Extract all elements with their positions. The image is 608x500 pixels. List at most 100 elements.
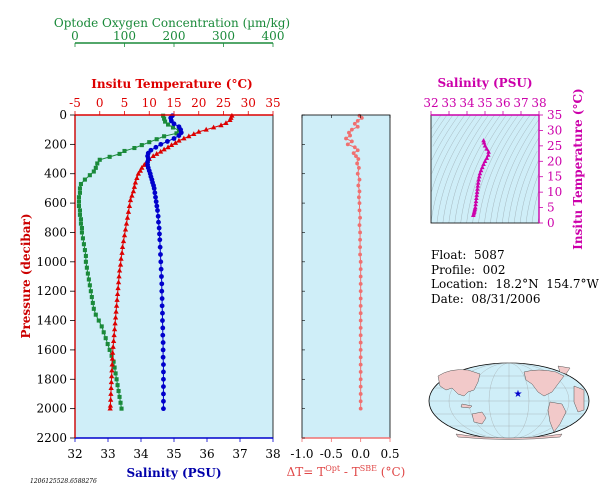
oxygen-tick-label: 200 [163, 29, 186, 43]
oxygen-point [85, 271, 90, 276]
oxygen-point [112, 365, 117, 370]
isopycnal-line [442, 114, 489, 224]
salinity-point [176, 133, 182, 138]
world-map: ★ [428, 362, 590, 440]
temperature-point [115, 285, 121, 291]
delta-point [355, 171, 360, 176]
delta-point [358, 274, 363, 279]
oxygen-point [77, 186, 82, 191]
ts-temperature-tick-label: 0 [547, 216, 555, 230]
pressure-tick-label: 600 [44, 196, 67, 210]
oxygen-point [109, 353, 114, 358]
delta-series-layer [344, 113, 364, 411]
delta-point [356, 157, 361, 161]
temperature-point [122, 226, 129, 232]
isopycnal-line [448, 114, 495, 224]
isopycnal-line [513, 150, 538, 224]
oxygen-point [114, 377, 119, 382]
ts-point [472, 205, 478, 210]
isopycnal-line [454, 114, 501, 224]
temperature-point [118, 256, 124, 261]
temperature-point [108, 391, 114, 396]
oxygen-point [83, 259, 88, 264]
temperature-point [120, 238, 127, 244]
salinity-point [160, 340, 166, 345]
salinity-tick-label: 33 [100, 447, 115, 461]
ts-point [485, 152, 491, 157]
salinity-point [159, 296, 165, 301]
pressure-tick-label: 1800 [36, 372, 67, 386]
pressure-tick-label: 200 [44, 137, 67, 151]
oxygen-point [162, 134, 167, 139]
salinity-tick-label: 38 [265, 447, 280, 461]
salinity-point [158, 266, 164, 272]
oxygen-point [161, 113, 166, 118]
ts-point [477, 171, 483, 176]
oxygen-point [96, 318, 101, 323]
delta-point [358, 311, 363, 316]
map-south-america [547, 401, 567, 433]
temperature-point [113, 302, 120, 308]
temperature-point [119, 250, 125, 255]
delta-point [358, 259, 363, 264]
temperature-point [161, 146, 167, 152]
ts-temperature-axis-title: Insitu Temperature (°C) [571, 88, 585, 249]
temperature-point [129, 192, 135, 198]
delta-point [354, 154, 358, 159]
temperature-point [109, 367, 115, 373]
delta-point [349, 139, 354, 144]
ts-temperature-tick-label: 20 [547, 154, 562, 168]
delta-point [358, 237, 362, 242]
oxygen-tick-label: 300 [212, 29, 235, 43]
oxygen-point [88, 289, 93, 294]
pressure-tick-label: 1200 [36, 284, 67, 298]
pressure-axis-title: Pressure (decibar) [19, 213, 33, 338]
temperature-point [196, 129, 202, 134]
ts-point [484, 155, 490, 160]
delta-point [358, 215, 362, 220]
delta-point [348, 133, 353, 138]
isopycnal-line [490, 114, 537, 224]
salinity-tick-label: 37 [232, 447, 247, 461]
oxygen-point [89, 295, 94, 300]
delta-point [357, 165, 361, 170]
temperature-point [165, 144, 171, 150]
ts-salinity-tick-label: 36 [495, 96, 510, 110]
delta-point [357, 201, 362, 205]
ts-salinity-tick-label: 35 [477, 96, 492, 110]
ts-salinity-tick-label: 34 [459, 96, 475, 110]
oxygen-point [101, 330, 106, 335]
ts-salinity-axis-title: Salinity (PSU) [437, 76, 532, 90]
salinity-point [160, 318, 165, 323]
temperature-point [203, 126, 209, 132]
temperature-point [130, 188, 137, 194]
delta-point [358, 325, 363, 330]
oxygen-point [83, 253, 88, 258]
ts-point [474, 192, 480, 197]
delta-point [358, 267, 363, 272]
isopycnal-line [508, 137, 540, 224]
salinity-point [157, 237, 163, 243]
delta-point [358, 296, 363, 301]
isopycnal-line [432, 114, 454, 147]
temperature-tick-label: 10 [142, 96, 157, 110]
temperature-point [115, 279, 122, 285]
oxygen-axis-title: Optode Oxygen Concentration (µm/kg) [54, 16, 290, 30]
temperature-point [108, 373, 115, 379]
oxygen-point [107, 347, 112, 352]
oxygen-point [105, 341, 110, 347]
oxygen-point [107, 154, 112, 159]
salinity-point [158, 252, 163, 257]
ts-salinity-tick-label: 33 [441, 96, 456, 110]
temperature-point [112, 320, 118, 326]
oxygen-point [117, 151, 122, 156]
ts-isopycnal-lines [430, 114, 540, 224]
temperature-tick-label: 5 [121, 96, 129, 110]
location: Location: 18.2°N 154.7°W [431, 277, 599, 291]
delta-point [358, 355, 363, 360]
salinity-point [155, 208, 160, 213]
temperature-point [113, 308, 119, 314]
ts-temperature-tick-label: 30 [547, 123, 562, 137]
isopycnal-line [531, 191, 539, 224]
